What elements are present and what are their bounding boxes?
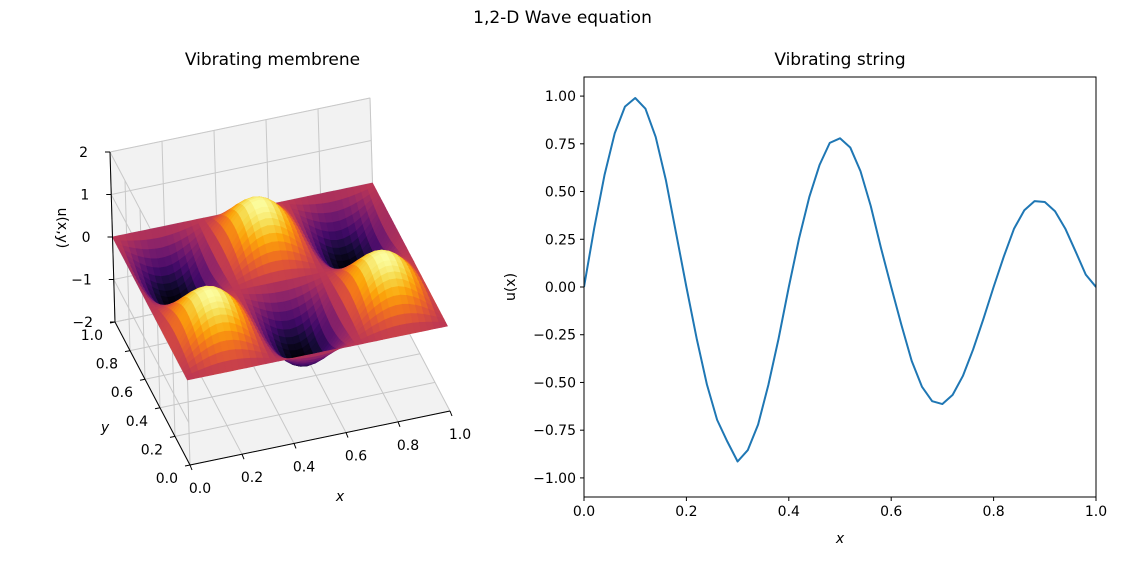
y-tick — [184, 464, 191, 467]
x-tick-label: 0.6 — [880, 504, 902, 520]
x-tick-label: 1.0 — [1085, 504, 1107, 520]
x-tick — [345, 432, 349, 438]
y-axis-line — [114, 321, 191, 466]
x-tick — [293, 443, 297, 449]
back-grid-z — [109, 97, 371, 153]
y-tick-label: 0.25 — [545, 232, 576, 248]
x-tick-label: 0.4 — [778, 504, 800, 520]
membrane-surface — [112, 182, 448, 381]
x-tick-label: 0.2 — [241, 470, 263, 486]
y-tick-label: 0.2 — [141, 442, 163, 458]
x-tick-label: 1.0 — [449, 427, 471, 443]
y-tick — [154, 407, 161, 410]
z-axis-label: u(x,y) — [54, 208, 70, 249]
y-tick-label: −0.50 — [533, 375, 576, 391]
membrane-plot-title: Vibrating membrene — [184, 50, 361, 70]
x-axis-line — [189, 410, 451, 466]
z-tick-label: −1 — [71, 273, 92, 289]
x-tick-label: 0.2 — [675, 504, 697, 520]
figure-title: 1,2-D Wave equation — [473, 8, 652, 28]
x-tick-label: 0.0 — [573, 504, 595, 520]
x-tick-label: 0.0 — [189, 481, 211, 497]
y-tick-label: −0.25 — [533, 328, 576, 344]
y-tick-label: 1.0 — [81, 328, 103, 344]
y-axis-label: y — [100, 420, 110, 436]
y-tick-label: 0.4 — [126, 414, 148, 430]
z-tick-label: −2 — [72, 315, 93, 331]
y-axis-label: u(x) — [503, 273, 519, 301]
y-tick-label: 0.8 — [96, 357, 118, 373]
x-tick-label: 0.4 — [293, 459, 315, 475]
y-tick-label: −1.00 — [533, 471, 576, 487]
y-tick-label: 0.0 — [156, 471, 178, 487]
x-axis-label: x — [835, 531, 845, 547]
y-tick-label: 1.00 — [545, 89, 576, 105]
floor-grid-y — [159, 353, 421, 409]
x-tick — [241, 454, 245, 460]
z-tick-label: 2 — [79, 145, 88, 161]
y-tick — [124, 350, 131, 353]
y-tick-label: −0.75 — [533, 423, 576, 439]
string-plot-title: Vibrating string — [774, 50, 906, 70]
string-plot-frame — [583, 76, 1097, 498]
y-tick — [139, 378, 146, 381]
z-tick-label: 1 — [80, 188, 89, 204]
z-tick-label: 0 — [82, 230, 91, 246]
y-tick-label: 0.75 — [545, 137, 576, 153]
x-axis-label: x — [335, 489, 345, 505]
surface-patch — [438, 321, 448, 328]
x-tick-label: 0.6 — [345, 449, 367, 465]
y-tick-label: 0.6 — [111, 385, 133, 401]
y-tick-label: 0.50 — [545, 185, 576, 201]
x-tick — [449, 410, 453, 417]
left-grid-z — [113, 279, 190, 423]
string-line-series — [584, 97, 1096, 463]
y-tick — [169, 435, 176, 438]
back-grid-z — [111, 140, 372, 195]
x-tick — [189, 464, 193, 471]
floor-grid-y — [174, 381, 436, 437]
x-tick-label: 0.8 — [982, 504, 1004, 520]
x-tick — [397, 421, 401, 427]
y-tick-label: 0.00 — [545, 280, 576, 296]
x-tick-label: 0.8 — [397, 438, 419, 454]
